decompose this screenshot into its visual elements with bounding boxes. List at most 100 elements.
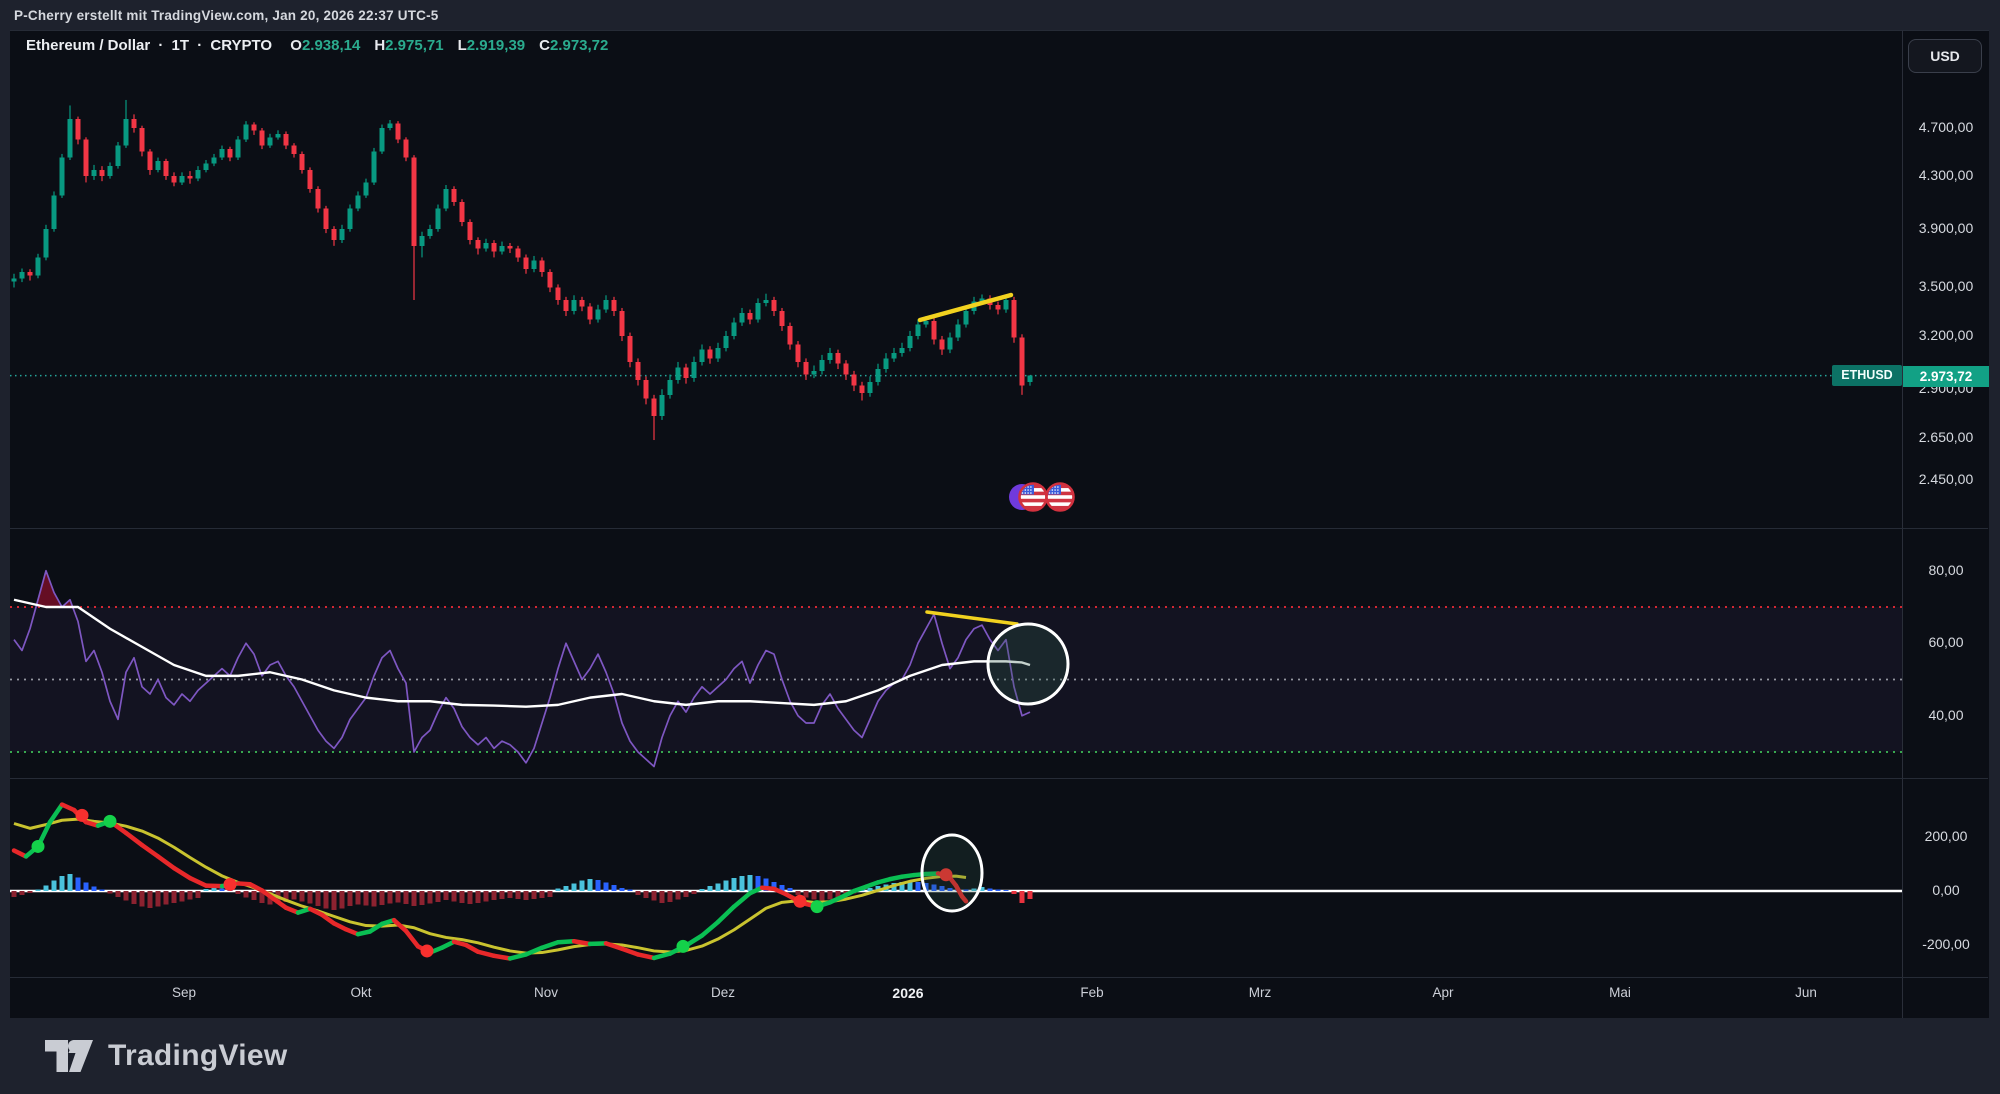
macd-line-segment [123,830,145,848]
macd-histogram-bar [483,891,489,902]
chart-legend: Ethereum / Dollar · 1T · CRYPTO O2.938,1… [26,37,609,54]
price-axis-label: 3.500,00 [1918,278,1974,295]
candle-body [995,304,1001,310]
price-axis-label: 4.300,00 [1918,167,1974,184]
macd-histogram-bar [939,886,945,891]
interval-label[interactable]: 1T [171,37,190,54]
tradingview-logo-icon [45,1040,93,1072]
candle-body [715,347,721,359]
pane-separator-price-rsi[interactable] [10,528,1988,529]
candle-body [355,195,361,209]
candle-body [723,335,729,348]
candle-body [443,188,449,209]
candle-body [315,188,321,209]
macd-histogram-bar [867,887,873,891]
macd-histogram-bar [355,891,361,905]
macd-histogram-bar [659,891,665,903]
macd-histogram-bar [779,885,785,891]
candle-body [403,139,409,158]
candle-body [451,188,457,202]
candle-body [195,169,201,179]
candle-body [819,360,825,371]
macd-line-segment [463,942,481,954]
candle-body [827,353,833,361]
candle-body [547,272,553,288]
macd-histogram-bar [411,891,417,907]
chart-area[interactable]: Ethereum / Dollar · 1T · CRYPTO O2.938,1… [10,30,1902,1019]
candle-body [531,260,537,270]
macd-histogram-bar [451,891,457,902]
macd-line-segment [523,945,545,957]
time-axis-label-feb: Feb [1080,985,1104,1000]
candle-body [147,151,153,170]
candle-body [387,123,393,128]
macd-histogram-bar [35,889,41,891]
macd-histogram-bar [547,891,553,897]
candle-body [107,166,113,177]
macd-histogram-bar [331,891,337,910]
pane-separator-rsi-macd[interactable] [10,778,1988,779]
macd-line-segment [139,842,161,859]
macd-histogram-bar [235,891,241,895]
candle-body [155,161,161,170]
macd-histogram-bar [691,891,697,895]
candle-body [611,299,617,312]
macd-histogram-bar [555,888,561,891]
candle-body [275,133,281,138]
us-flag-sticker-icon[interactable] [1045,482,1075,512]
time-axis-label-nov: Nov [533,985,559,1000]
macd-histogram-bar [387,891,393,904]
macd-histogram-bar [211,887,217,891]
candle-body [27,272,33,276]
macd-line-segment [959,894,969,904]
macd-histogram-bar [283,891,289,902]
macd-histogram-bar [835,891,841,899]
rsi-axis-label: 80,00 [1928,561,1964,578]
macd-histogram-bar [755,876,761,891]
macd-axis-label: -200,00 [1922,936,1970,952]
candle-body [667,379,673,395]
price-trendline[interactable] [917,292,1014,323]
candle-body [771,299,777,312]
macd-highlight-circle[interactable] [920,833,984,913]
time-axis-label-dez: Dez [710,985,736,1000]
candle-body [323,208,329,229]
candle-body [883,358,889,370]
candle-body [179,176,185,183]
macd-histogram-bar [675,891,681,900]
macd-histogram-bar [931,884,937,891]
rsi-highlight-circle[interactable] [986,622,1070,706]
macd-line-segment [587,941,609,947]
price-axis[interactable]: USD 2.973,72 4.700,00 4.300,00 3.900,00 3.5… [1902,30,1989,1019]
us-flag-sticker-icon[interactable] [1018,482,1048,512]
candle-body [907,335,913,348]
candle-body [267,137,273,146]
currency-usd-button[interactable]: USD [1908,39,1982,73]
macd-histogram-bar [91,886,97,891]
symbol-title[interactable]: Ethereum / Dollar [26,37,151,54]
tradingview-brand[interactable]: TradingView [44,1039,287,1073]
macd-histogram-bar [803,891,809,898]
macd-line-segment [187,875,209,888]
macd-histogram-bar [635,891,641,895]
candle-body [467,222,473,241]
candle-body [371,151,377,183]
macd-histogram-bar [907,881,913,891]
macd-histogram-bar [459,891,465,903]
macd-histogram-bar [899,881,905,891]
candle-body [395,123,401,140]
chart-canvas[interactable] [10,31,1902,1019]
candle-body [867,381,873,393]
macd-line-segment [731,890,753,909]
candle-body [499,245,505,252]
candle-body [931,320,937,340]
macd-histogram-bar [315,891,321,907]
ohlc-l-value: L2.919,39 [457,37,526,54]
macd-histogram-bar [667,891,673,902]
time-axis[interactable]: Sep Okt Nov Dez 2026 Feb Mrz Apr Mai Jun [10,985,1902,1048]
candle-body [59,157,65,196]
macd-histogram-bar [747,874,753,891]
candle-body [563,299,569,312]
rsi-trendline[interactable] [925,610,1019,626]
